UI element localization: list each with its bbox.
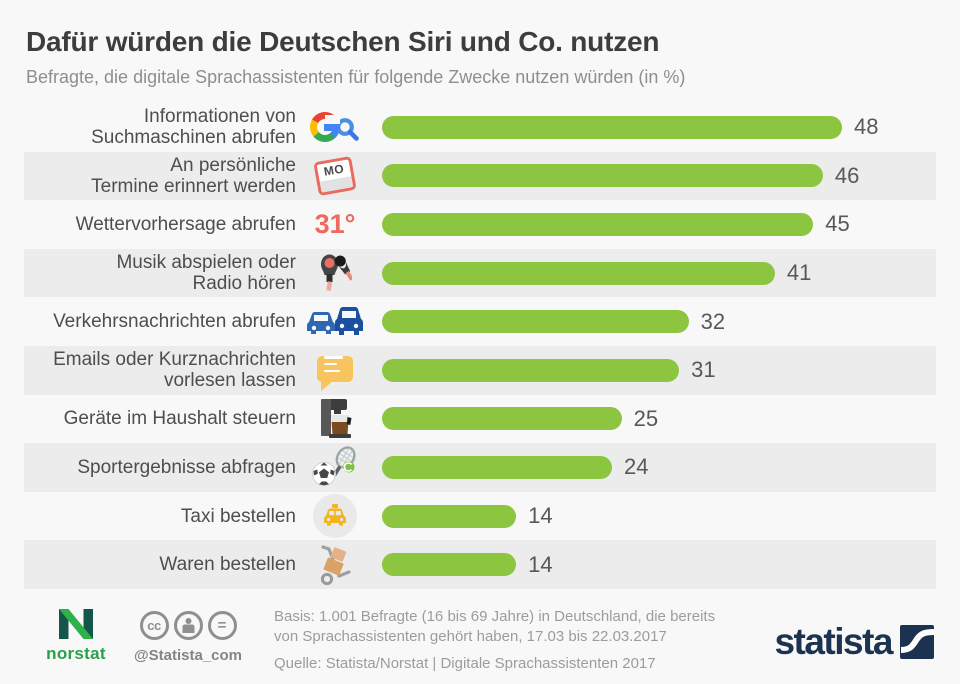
cc-attribution-icon: [173, 610, 203, 640]
coffee-machine-icon: [300, 398, 370, 440]
category-label: Verkehrsnachrichten abrufen: [53, 311, 296, 333]
category-label: Sportergebnisse abfragen: [77, 456, 296, 478]
value-label: 14: [528, 551, 553, 577]
value-label: 41: [786, 260, 812, 286]
category-label: Wettervorhersage abrufen: [75, 213, 296, 235]
source-text: Quelle: Statista/Norstat | Digitale Spra…: [274, 654, 656, 672]
bar: [382, 310, 689, 334]
twitter-handle[interactable]: @Statista_com: [134, 646, 242, 664]
category-label: Taxi bestellen: [180, 505, 296, 527]
page-subtitle: Befragte, die digitale Sprachassistenten…: [26, 67, 686, 87]
value-label: 46: [834, 162, 860, 188]
chart-row: Informationen von Suchmaschinen abrufen …: [24, 103, 936, 152]
bar: [382, 553, 517, 577]
creative-commons-block: cc = @Statista_com: [134, 610, 242, 664]
earbuds-icon: [300, 253, 370, 293]
temperature-icon: 31°: [314, 208, 356, 239]
google-search-icon: [300, 111, 370, 143]
bar-chart: Informationen von Suchmaschinen abrufen …: [24, 103, 936, 589]
value-label: 45: [825, 211, 850, 237]
category-label: Informationen von Suchmaschinen abrufen: [91, 106, 296, 149]
chart-row: Sportergebnisse abfragen: [24, 443, 936, 492]
value-label: 31: [691, 357, 716, 383]
bar: [382, 115, 842, 139]
chart-row: Wettervorhersage abrufen 31° 45: [24, 200, 936, 249]
bar: [382, 504, 517, 528]
page-title: Dafür würden die Deutschen Siri und Co. …: [26, 26, 660, 57]
norstat-n-icon: [59, 608, 93, 639]
sports-icon: [300, 446, 370, 488]
value-label: 32: [700, 308, 726, 334]
category-label: An persönliche Termine erinnert werden: [91, 154, 296, 197]
value-label: 48: [854, 114, 879, 140]
calendar-icon: MO: [300, 155, 370, 196]
statista-swoosh-icon: [900, 624, 934, 659]
norstat-wordmark: norstat: [46, 643, 106, 663]
chart-row: Emails oder Kurznachrichten vorlesen las…: [24, 345, 936, 395]
value-label: 25: [633, 405, 659, 431]
header: Dafür würden die Deutschen Siri und Co. …: [0, 0, 960, 88]
category-label: Waren bestellen: [159, 554, 296, 576]
statista-wordmark: statista: [774, 620, 893, 662]
chart-row: Taxi bestellen 14: [24, 492, 936, 541]
basis-text: Basis: 1.001 Befragte (16 bis 69 Jahre) …: [274, 607, 716, 645]
statista-logo: statista: [774, 621, 934, 663]
handtruck-icon: [300, 544, 370, 586]
cc-license-icon: cc: [139, 610, 169, 640]
bar: [382, 455, 612, 479]
norstat-logo: norstat: [40, 608, 112, 664]
category-label: Musik abspielen oder Radio hören: [116, 252, 296, 295]
chart-row: An persönliche Termine erinnert werden M…: [24, 151, 936, 201]
footer: norstat cc = @Statista_com Basis: 1.001 …: [24, 605, 936, 672]
message-icon: [300, 351, 370, 392]
value-label: 14: [528, 503, 553, 529]
chart-row: Musik abspielen oder Radio hören 41: [24, 248, 936, 298]
cars-icon: [300, 306, 370, 338]
chart-meta: Basis: 1.001 Befragte (16 bis 69 Jahre) …: [274, 607, 715, 672]
chart-row: Verkehrsnachrichten abrufen 32: [24, 297, 936, 346]
bar: [382, 212, 814, 236]
category-label: Emails oder Kurznachrichten vorlesen las…: [53, 349, 296, 392]
bar: [382, 261, 775, 285]
bar: [382, 164, 823, 188]
bar: [382, 358, 680, 382]
chart-row: Geräte im Haushalt steuern 25: [24, 395, 936, 444]
category-label: Geräte im Haushalt steuern: [63, 408, 296, 430]
bar: [382, 407, 622, 431]
value-label: 24: [624, 454, 649, 480]
taxi-icon: [300, 494, 370, 539]
chart-row: Waren bestellen 14: [24, 540, 936, 589]
cc-nd-icon: =: [207, 610, 237, 640]
